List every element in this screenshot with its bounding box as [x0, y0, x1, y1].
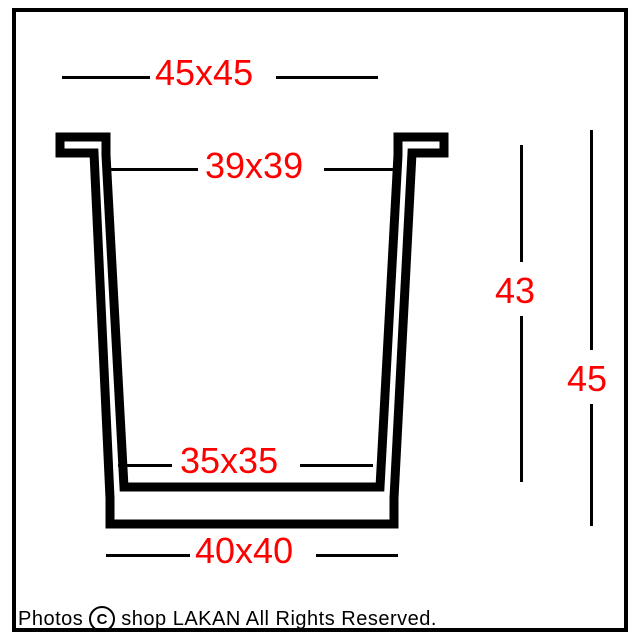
- dim-label-top-outer: 45x45: [155, 52, 253, 94]
- dim-line-outer-height-bottom: [590, 404, 593, 526]
- dim-line-inner-top-right: [324, 168, 396, 171]
- dim-line-top-outer-right: [276, 76, 378, 79]
- dim-line-base-right: [316, 554, 398, 557]
- dim-label-inner-height: 43: [495, 270, 535, 312]
- dim-label-inner-top: 39x39: [205, 145, 303, 187]
- dim-label-outer-height: 45: [567, 358, 607, 400]
- dim-label-inner-bottom: 35x35: [180, 440, 278, 482]
- dim-line-inner-top-left: [105, 168, 198, 171]
- dim-label-base: 40x40: [195, 530, 293, 572]
- copyright-icon: C: [89, 606, 115, 632]
- dim-line-inner-bottom-left: [118, 464, 172, 467]
- dim-line-base-left: [106, 554, 190, 557]
- caption-prefix: Photos: [18, 608, 83, 631]
- dim-line-inner-height-bottom: [520, 316, 523, 482]
- planter-outline: [0, 0, 640, 640]
- dim-line-top-outer-left: [62, 76, 150, 79]
- copyright-caption: Photos C shop LAKAN All Rights Reserved.: [18, 606, 437, 632]
- dim-line-inner-bottom-right: [300, 464, 373, 467]
- caption-suffix: shop LAKAN All Rights Reserved.: [121, 608, 437, 631]
- dim-line-inner-height-top: [520, 145, 523, 262]
- dim-line-outer-height-top: [590, 130, 593, 350]
